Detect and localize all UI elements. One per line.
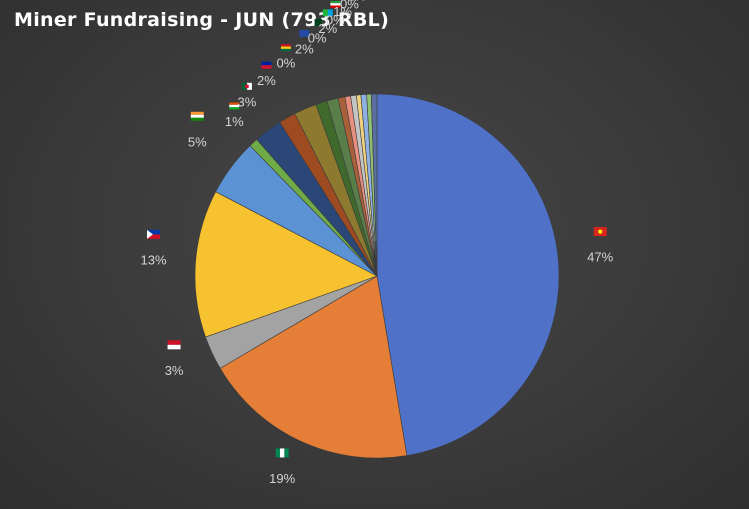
ghana-flag-icon [280,44,291,52]
haiti-flag-icon [261,61,272,69]
indonesia-flag-icon [167,340,181,350]
pie-slice-burkina-faso [370,93,378,277]
india-flag-icon [190,111,204,121]
slice-label-indonesia: 3% [165,363,184,378]
pie-slice-vietnam [376,93,560,456]
slice-label-philippines: 13% [140,252,166,267]
slice-label-iran: 0% [326,12,345,27]
chart-title: Miner Fundraising - JUN (793 RBL) [14,9,390,31]
tanzania-flag-icon [322,9,333,17]
slice-label-nigeria: 19% [269,471,295,486]
slice-label-tanzania: 2% [318,21,337,36]
algeria-flag-icon [241,82,252,90]
kosovo-flag-icon [299,29,310,37]
slice-label-niger: 1% [225,114,244,129]
slice-label-ghana: 0% [277,56,296,71]
slice-label-pakistan: 0% [308,30,327,45]
niger-flag-icon [229,102,240,110]
pie-slices [194,93,560,459]
slice-label-india: 5% [188,134,207,149]
pie-labels: 47%19%3%13%5%1%3%2%0%2%0%2%0%1%0%1%1%1% [140,0,613,486]
slice-label-brazil: 0% [340,0,359,11]
pie-slice-nigeria [219,275,408,459]
slice-label-vietnam: 47% [587,250,613,265]
iran-flag-icon [330,0,341,8]
slice-label-costa-rica: 1% [333,4,352,19]
nigeria-flag-icon [275,448,289,458]
pakistan-flag-icon [312,18,323,26]
pie-slice-philippines [194,191,378,338]
slice-label-kosovo: 2% [295,41,314,56]
vietnam-flag-icon [593,227,607,237]
slice-label-haiti: 2% [257,73,276,88]
slice-label-algeria: 3% [238,94,257,109]
philippines-flag-icon [147,229,161,239]
slice-label-mexico: 1% [347,0,366,4]
